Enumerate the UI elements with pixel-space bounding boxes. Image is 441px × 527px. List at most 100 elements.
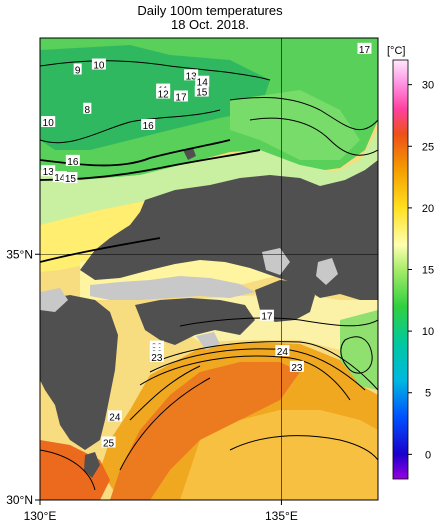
contour-label-text: 17 [175, 92, 187, 103]
honshu-land [80, 160, 378, 300]
isotherm-line [119, 377, 211, 471]
east-china-sea-warm [40, 440, 110, 500]
contour-label-bg [91, 58, 106, 70]
contour-label-text: 13 [43, 167, 55, 178]
pacific-kuroshio-core [110, 362, 300, 500]
contour-label-bg [357, 42, 372, 54]
isotherm-line [159, 341, 378, 391]
inland-sea-nodata [90, 276, 255, 300]
contour-label-text: 15 [65, 174, 77, 185]
contour-label-text: 24 [109, 412, 121, 423]
isotherm-line [229, 435, 378, 461]
ise-bay-nodata [316, 258, 338, 285]
contour-label-text: 25 [103, 438, 115, 449]
x-tick-label: 130°E [24, 509, 57, 523]
contour-label: 10 [41, 116, 56, 129]
isotherm-line [139, 355, 351, 401]
contour-label-text: 15 [196, 88, 208, 99]
pacific-warm-southeast [180, 410, 378, 500]
colorbar: [°C] 0 5 10 15 20 25 30 [387, 45, 434, 480]
contour-label-text: 14 [54, 173, 66, 184]
contour-label: 15 [63, 172, 78, 185]
isotherm-line [40, 449, 96, 491]
contour-label: 17 [259, 309, 274, 323]
contour-label-bg [149, 350, 164, 362]
contour-label-bg [83, 102, 92, 114]
contour-label-bg [52, 171, 67, 183]
japan-sea-colder-core [40, 45, 270, 150]
y-tick-label: 35°N [6, 247, 33, 261]
contour-label-bg [156, 87, 171, 99]
axes: 130°E 135°E 30°N 35°N [6, 247, 298, 523]
contour-label-bg [65, 154, 80, 166]
isotherm-line [40, 60, 271, 81]
contour-label: 12 [156, 87, 171, 101]
contour-labels: 1091314151112178161016131415171720212223… [41, 42, 372, 449]
contour-label: 8 [83, 102, 92, 116]
isotherm-lines [40, 60, 378, 491]
contour-label-text: 24 [277, 347, 289, 358]
colorbar-unit-label: [°C] [387, 45, 405, 57]
contour-label-text: 16 [143, 121, 155, 132]
contour-label-bg [275, 345, 290, 357]
contour-label-text: 13 [186, 71, 198, 82]
colorbar-tick-label: 20 [422, 203, 434, 215]
x-tick-label: 135°E [265, 509, 298, 523]
contour-label: 15 [194, 85, 209, 99]
izu-coast-land [340, 225, 378, 270]
contour-label-bg [63, 172, 78, 184]
shikoku-land [135, 298, 255, 345]
contour-label: 13 [41, 165, 56, 178]
japan-sea-green-mid [230, 90, 360, 160]
contour-label: 14 [52, 171, 67, 184]
colorbar-tick-label: 25 [422, 141, 434, 153]
colorbar-tick-label: 10 [422, 326, 434, 338]
isotherm-line [129, 365, 201, 421]
contour-label-text: 8 [85, 105, 91, 116]
contour-label: 16 [141, 118, 156, 132]
y-tick-label: 30°N [6, 493, 33, 507]
contour-label-bg [194, 85, 209, 97]
contour-label-bg [73, 63, 82, 75]
contour-label-bg [41, 116, 56, 128]
contour-label-bg [184, 69, 199, 81]
contour-label: 16 [65, 154, 80, 168]
contour-label-bg [141, 118, 156, 130]
contour-label-bg [173, 90, 188, 102]
west-kyushu-nodata [40, 288, 68, 312]
contour-label: 23 [149, 350, 164, 364]
contour-label: 13 [184, 69, 199, 82]
isotherm-line [179, 317, 378, 327]
land-masses [40, 148, 378, 478]
tosa-bay-nodata [196, 332, 220, 350]
contour-label-text: 10 [43, 118, 55, 129]
contour-label-bg [195, 75, 210, 87]
osaka-bay-nodata [262, 248, 290, 275]
contour-label-text: 23 [291, 363, 303, 374]
isotherm-line [40, 237, 161, 263]
isotherm-line [40, 109, 221, 144]
map-date: 18 Oct. 2018. [170, 17, 250, 32]
colorbar-tick-label: 30 [422, 80, 434, 92]
isotherm-line [340, 336, 373, 374]
kyushu-land [40, 295, 118, 450]
colorbar-tick-label: 5 [425, 388, 431, 400]
contour-label-text: 23 [151, 353, 163, 364]
contour-label-text: 17 [359, 45, 371, 56]
map-title: Daily 100m temperatures [137, 3, 283, 18]
contour-label-bg [259, 309, 274, 321]
colorbar-gradient [392, 59, 409, 480]
contour-label-text: 10 [93, 61, 105, 72]
graticule [40, 38, 378, 500]
isotherm-line [229, 96, 378, 131]
contour-label-bg [101, 436, 116, 448]
oki-island-land [183, 148, 196, 160]
colorbar-tick-label: 15 [422, 265, 434, 277]
contour-label: 17 [357, 42, 372, 56]
contour-label-bg [289, 360, 304, 372]
contour-label-bg [107, 410, 122, 422]
contour-label: 10 [91, 58, 106, 72]
contour-label: 9 [73, 63, 82, 76]
tanegashima-land [84, 452, 100, 478]
contour-label: 17 [173, 90, 188, 103]
